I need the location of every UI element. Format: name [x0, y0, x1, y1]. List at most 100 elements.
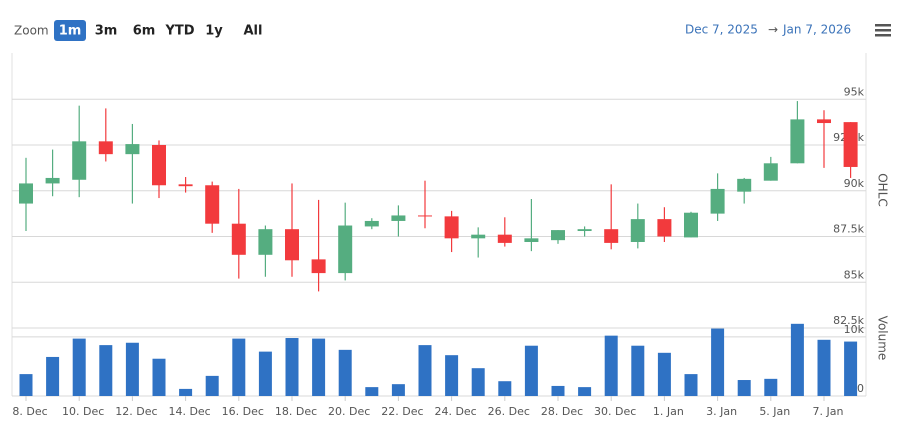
candle-body — [444, 216, 459, 239]
x-tick-label: 28. Dec — [541, 405, 583, 418]
x-tick-label: 8. Dec — [12, 405, 47, 418]
candle-body — [763, 163, 778, 181]
volume-bar — [312, 338, 326, 396]
y-axis-title: OHLC — [876, 173, 890, 207]
volume-bar — [657, 352, 671, 396]
menu-button[interactable] — [875, 24, 891, 37]
x-tick-label: 22. Dec — [381, 405, 423, 418]
volume-bar — [365, 387, 379, 396]
volume-bar — [790, 323, 804, 396]
candle-body — [98, 141, 113, 155]
candle-body — [152, 145, 166, 186]
volume-bar — [764, 378, 778, 396]
x-tick-label: 30. Dec — [594, 405, 636, 418]
x-tick-label: 12. Dec — [115, 405, 157, 418]
x-tick-label: 16. Dec — [222, 405, 264, 418]
candle-body — [178, 184, 193, 187]
x-tick-label: 7. Jan — [813, 405, 844, 418]
x-tick-label: 24. Dec — [434, 405, 476, 418]
candle-body — [497, 234, 512, 243]
volume-bar — [551, 385, 565, 396]
y-tick-label: 0 — [857, 382, 864, 395]
zoom-button[interactable]: 6m — [133, 24, 156, 39]
volume-bar — [817, 339, 831, 396]
candle-body — [72, 141, 87, 180]
candle-body — [125, 144, 140, 155]
volume-bar — [46, 356, 60, 396]
range-to[interactable]: Jan 7, 2026 — [782, 23, 851, 37]
x-tick-label: 3. Jan — [706, 405, 737, 418]
zoom-button[interactable]: 1m — [59, 24, 82, 39]
candle-body — [710, 188, 725, 214]
volume-bar — [72, 338, 86, 396]
volume-bar — [524, 345, 538, 396]
volume-bar — [498, 381, 512, 396]
volume-bar — [418, 345, 432, 396]
candle-body — [45, 177, 60, 184]
candle-body — [231, 223, 246, 255]
y-tick-label: 85k — [844, 268, 865, 281]
volume-bar — [711, 328, 725, 396]
x-tick-label: 26. Dec — [488, 405, 530, 418]
x-tick-label: 14. Dec — [168, 405, 210, 418]
volume-bar — [631, 345, 645, 396]
candle-body — [311, 259, 326, 274]
volume-bar — [737, 380, 751, 396]
candle-body — [684, 212, 698, 238]
volume-bar — [471, 368, 485, 396]
candle-body — [524, 238, 539, 242]
candle-body — [364, 220, 379, 227]
volume-bar — [844, 341, 858, 396]
x-tick-label: 5. Jan — [759, 405, 790, 418]
volume-bar — [99, 345, 113, 396]
candle-body — [258, 229, 273, 255]
x-tick-label: 10. Dec — [62, 405, 104, 418]
candle-body — [285, 229, 299, 261]
y-axis-title: Volume — [876, 316, 890, 361]
x-tick-label: 20. Dec — [328, 405, 370, 418]
candle-body — [817, 119, 831, 124]
volume-bar — [285, 338, 299, 396]
candle-body — [657, 219, 672, 237]
zoom-label: Zoom — [14, 24, 49, 38]
y-tick-label: 90k — [844, 177, 865, 190]
zoom-button[interactable]: All — [244, 24, 263, 39]
volume-bar — [19, 374, 33, 396]
volume-bar — [338, 349, 352, 396]
candle-body — [577, 229, 592, 232]
y-tick-label: 82.5k — [833, 314, 864, 327]
volume-bar — [179, 388, 193, 396]
range-from[interactable]: Dec 7, 2025 — [685, 23, 758, 37]
candle-body — [205, 185, 220, 224]
volume-bar — [604, 335, 618, 396]
volume-bar — [391, 384, 405, 396]
candle-body — [737, 178, 752, 192]
candle-body — [418, 215, 432, 217]
volume-bar — [578, 387, 592, 396]
candle-body — [338, 225, 353, 274]
candle-body — [391, 215, 406, 221]
zoom-button[interactable]: YTD — [164, 24, 194, 39]
volume-bar — [152, 358, 166, 396]
volume-bar — [205, 375, 219, 396]
candle-body — [551, 230, 565, 241]
y-tick-label: 95k — [844, 85, 865, 98]
x-tick-label: 18. Dec — [275, 405, 317, 418]
volume-bar — [684, 374, 698, 396]
range-arrow: → — [768, 23, 778, 37]
candle-body — [790, 119, 805, 164]
candle-body — [843, 122, 858, 167]
candle-body — [471, 234, 486, 239]
candle-body — [604, 229, 619, 243]
x-tick-label: 1. Jan — [653, 405, 684, 418]
zoom-button-bg[interactable] — [54, 20, 86, 41]
volume-bar — [258, 351, 272, 396]
zoom-button[interactable]: 1y — [205, 24, 223, 39]
zoom-button[interactable]: 3m — [95, 24, 118, 39]
volume-bar — [232, 338, 246, 396]
candle-body — [19, 183, 33, 204]
y-tick-label: 10k — [844, 323, 865, 336]
y-tick-label: 87.5k — [833, 223, 864, 236]
volume-bar — [445, 355, 459, 396]
